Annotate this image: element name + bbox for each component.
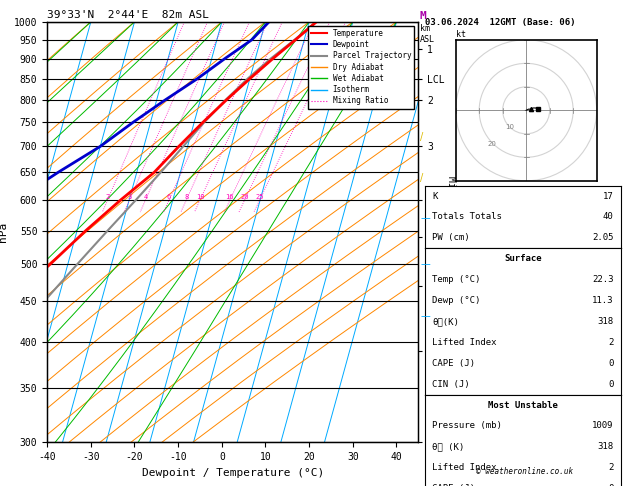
Text: 318: 318: [598, 317, 613, 326]
Text: Totals Totals: Totals Totals: [433, 212, 503, 222]
Text: 8: 8: [184, 194, 188, 200]
Text: 10: 10: [504, 124, 514, 130]
Text: CAPE (J): CAPE (J): [433, 359, 476, 368]
Text: —: —: [420, 213, 430, 223]
Text: 20: 20: [240, 194, 249, 200]
Text: —: —: [420, 259, 430, 269]
Text: © weatheronline.co.uk: © weatheronline.co.uk: [476, 467, 573, 476]
Text: km
ASL: km ASL: [420, 24, 435, 44]
Text: 2: 2: [105, 194, 109, 200]
Text: /: /: [420, 132, 423, 141]
Text: CAPE (J): CAPE (J): [433, 484, 476, 486]
Text: 10: 10: [196, 194, 204, 200]
Text: 6: 6: [167, 194, 171, 200]
Text: Most Unstable: Most Unstable: [488, 400, 558, 410]
Text: PW (cm): PW (cm): [433, 233, 470, 243]
Text: 1009: 1009: [592, 421, 613, 431]
Text: 39°33'N  2°44'E  82m ASL: 39°33'N 2°44'E 82m ASL: [47, 10, 209, 20]
Text: 0: 0: [608, 359, 613, 368]
Text: Surface: Surface: [504, 254, 542, 263]
Text: Lifted Index: Lifted Index: [433, 338, 497, 347]
Text: Dewp (°C): Dewp (°C): [433, 296, 481, 305]
Text: 11.3: 11.3: [592, 296, 613, 305]
Y-axis label: Mixing Ratio (g/kg): Mixing Ratio (g/kg): [446, 176, 456, 288]
Text: 2: 2: [608, 463, 613, 472]
Legend: Temperature, Dewpoint, Parcel Trajectory, Dry Adiabat, Wet Adiabat, Isotherm, Mi: Temperature, Dewpoint, Parcel Trajectory…: [308, 26, 415, 108]
Text: 16: 16: [226, 194, 234, 200]
Text: 17: 17: [603, 191, 613, 201]
Text: 40: 40: [603, 212, 613, 222]
Text: 2.05: 2.05: [592, 233, 613, 243]
Text: 2: 2: [608, 338, 613, 347]
Text: 25: 25: [255, 194, 264, 200]
Text: 318: 318: [598, 442, 613, 451]
Text: θᴄ(K): θᴄ(K): [433, 317, 459, 326]
X-axis label: Dewpoint / Temperature (°C): Dewpoint / Temperature (°C): [142, 468, 324, 478]
Text: Pressure (mb): Pressure (mb): [433, 421, 503, 431]
Text: —: —: [420, 312, 430, 322]
Text: M: M: [420, 11, 426, 21]
Text: Lifted Index: Lifted Index: [433, 463, 497, 472]
Text: CIN (J): CIN (J): [433, 380, 470, 389]
Text: 22.3: 22.3: [592, 275, 613, 284]
Text: 20: 20: [488, 141, 497, 147]
Text: 3: 3: [127, 194, 131, 200]
Text: 0: 0: [608, 380, 613, 389]
Text: 0: 0: [608, 484, 613, 486]
Text: /: /: [420, 173, 423, 183]
Text: 4: 4: [143, 194, 148, 200]
Text: θᴄ (K): θᴄ (K): [433, 442, 465, 451]
Text: 03.06.2024  12GMT (Base: 06): 03.06.2024 12GMT (Base: 06): [425, 18, 575, 27]
Text: K: K: [433, 191, 438, 201]
Text: kt: kt: [455, 30, 465, 39]
Y-axis label: hPa: hPa: [0, 222, 8, 242]
Text: Temp (°C): Temp (°C): [433, 275, 481, 284]
